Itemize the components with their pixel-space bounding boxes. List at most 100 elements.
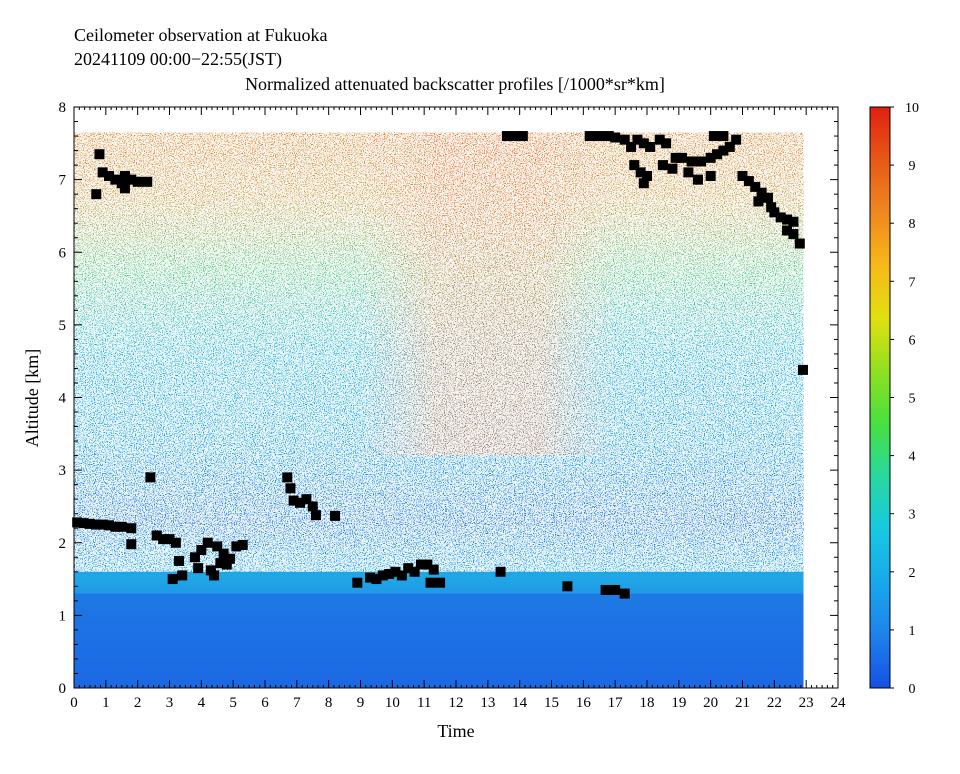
cloud-base-point [708, 131, 719, 142]
colorbar-tick-label: 9 [909, 159, 916, 174]
x-tick-label: 0 [70, 695, 78, 711]
backscatter-heatmap [74, 132, 804, 688]
x-tick-label: 6 [261, 695, 269, 711]
cloud-base-point [654, 134, 665, 145]
cloud-base-point [221, 559, 232, 570]
cloud-base-point [425, 577, 436, 588]
colorbar-tick-label: 10 [905, 101, 919, 116]
cloud-base-point [517, 131, 528, 142]
cloud-base-point [753, 196, 764, 207]
cloud-base-point [635, 167, 646, 178]
cloud-base-point [645, 141, 656, 152]
cloud-base-point [409, 566, 420, 577]
x-tick-label: 15 [544, 695, 559, 711]
cloud-base-point [116, 521, 127, 532]
cloud-base-point [384, 568, 395, 579]
x-tick-label: 4 [198, 695, 206, 711]
y-tick-label: 1 [59, 608, 67, 624]
cloud-base-point [396, 570, 407, 581]
colorbar-tick-label: 2 [909, 566, 916, 581]
y-tick-label: 2 [59, 536, 67, 552]
x-tick-label: 22 [767, 695, 782, 711]
colorbar-tick-label: 6 [909, 333, 916, 348]
chart-title-line-1: Ceilometer observation at Fukuoka [74, 25, 327, 45]
cloud-base-point [365, 572, 376, 583]
cloud-base-point [196, 545, 207, 556]
cloud-base-point [94, 149, 105, 160]
cloud-base-point [511, 131, 522, 142]
cloud-base-point [91, 519, 102, 530]
cloud-base-point [301, 494, 312, 505]
cloud-base-point [282, 472, 293, 483]
cloud-base-point [756, 187, 767, 198]
cloud-base-point [91, 189, 102, 200]
colorbar: 0 1 2 3 4 5 6 7 8 9 10 [869, 101, 919, 697]
cloud-base-point [718, 145, 729, 156]
cloud-base-point [737, 170, 748, 181]
cloud-base-point [295, 497, 306, 508]
cloud-base-point [705, 152, 716, 163]
cloud-base-point [310, 510, 321, 521]
x-tick-label: 16 [576, 695, 592, 711]
cloud-base-point [428, 564, 439, 575]
cloud-base-point [158, 534, 169, 545]
cloud-base-point [686, 156, 697, 167]
cloud-base-point [422, 559, 433, 570]
cloud-base-point [696, 156, 707, 167]
cloud-base-point [642, 170, 652, 181]
cloud-base-point [104, 170, 115, 181]
cloud-base-point [632, 134, 643, 145]
cloud-base-point [104, 520, 115, 531]
x-tick-label: 12 [449, 695, 464, 711]
cloud-base-point [126, 523, 137, 534]
cloud-base-point [307, 501, 318, 512]
colorbar-tick-label: 3 [909, 508, 916, 523]
cloud-base-point [167, 574, 178, 585]
y-tick-label: 6 [59, 245, 67, 261]
cloud-base-point [84, 518, 95, 529]
x-tick-label: 24 [831, 695, 847, 711]
x-tick-label: 10 [385, 695, 400, 711]
x-tick-label: 20 [703, 695, 718, 711]
x-tick-label: 14 [512, 695, 528, 711]
cloud-base-point [769, 207, 780, 218]
cloud-base-point [403, 563, 414, 574]
cloud-base-point [377, 570, 388, 581]
cloud-base-point [782, 214, 793, 225]
cloud-base-point [371, 574, 382, 585]
plot-area [72, 131, 808, 688]
cloud-base-point [677, 152, 688, 163]
cloud-base-point [501, 131, 512, 142]
cloud-base-point [705, 170, 716, 181]
heatmap-boundary-layer [74, 593, 804, 688]
cloud-base-point [145, 472, 156, 483]
x-tick-label: 8 [325, 695, 333, 711]
colorbar-tick-label: 8 [909, 217, 916, 232]
y-tick-label: 7 [59, 173, 67, 189]
cloud-base-point [762, 192, 773, 203]
cloud-base-point [110, 521, 121, 532]
cloud-base-point [285, 483, 296, 494]
cloud-base-point [164, 534, 175, 545]
y-tick-label: 3 [59, 463, 67, 479]
x-tick-label: 13 [480, 695, 495, 711]
heatmap-noise [74, 132, 804, 572]
colorbar-tick-label: 1 [909, 624, 916, 639]
cloud-base-point [205, 565, 216, 576]
x-tick-label: 1 [102, 695, 110, 711]
x-tick-label: 5 [229, 695, 237, 711]
cloud-base-point [731, 134, 742, 145]
y-tick-label: 4 [59, 391, 67, 407]
axes: 0 1 2 3 4 5 6 7 8 9 10 11 12 13 14 15 16 17 18 19 20 21 22 23 24… [59, 100, 847, 711]
cloud-base-point [119, 170, 130, 181]
y-tick-label: 8 [59, 100, 67, 116]
cloud-base-point [78, 518, 89, 529]
cloud-base-point [231, 541, 242, 552]
cloud-base-point [212, 541, 223, 552]
cloud-base-point [610, 584, 621, 595]
cloud-base-point [116, 178, 127, 189]
cloud-base-point [170, 537, 181, 548]
cloud-base-point [743, 176, 754, 187]
